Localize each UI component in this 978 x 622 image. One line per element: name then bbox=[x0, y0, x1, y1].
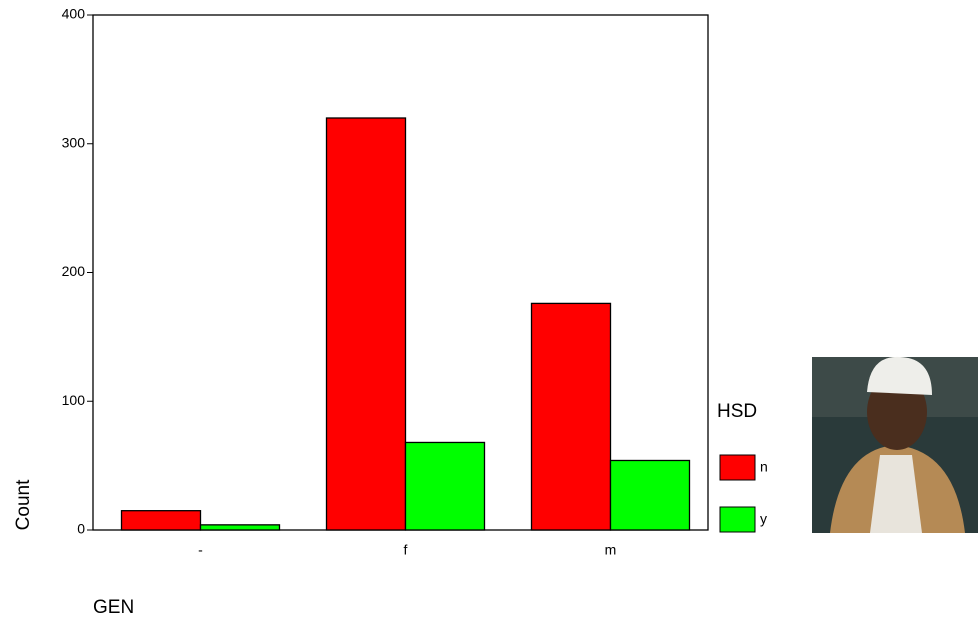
legend-label: n bbox=[760, 459, 768, 475]
legend-swatch bbox=[719, 506, 756, 533]
legend-title: HSD bbox=[717, 401, 757, 422]
x-axis-label: GEN bbox=[93, 597, 134, 618]
bar bbox=[325, 117, 407, 531]
y-tick-label: 300 bbox=[62, 134, 86, 150]
legend-swatch bbox=[719, 454, 756, 481]
bar bbox=[404, 441, 486, 531]
x-tick-label: m bbox=[605, 542, 617, 558]
bar bbox=[199, 524, 281, 531]
y-tick-label: 0 bbox=[77, 521, 85, 537]
bar bbox=[530, 302, 612, 531]
y-tick-label: 100 bbox=[62, 392, 86, 408]
bar bbox=[120, 510, 202, 531]
y-tick-label: 400 bbox=[62, 6, 86, 22]
x-tick-label: - bbox=[198, 542, 203, 558]
y-tick-label: 200 bbox=[62, 263, 86, 279]
x-tick-label: f bbox=[404, 542, 408, 558]
y-axis-label: Count bbox=[13, 479, 34, 530]
bar bbox=[609, 459, 691, 531]
legend-label: y bbox=[760, 511, 767, 527]
photo bbox=[812, 356, 978, 533]
